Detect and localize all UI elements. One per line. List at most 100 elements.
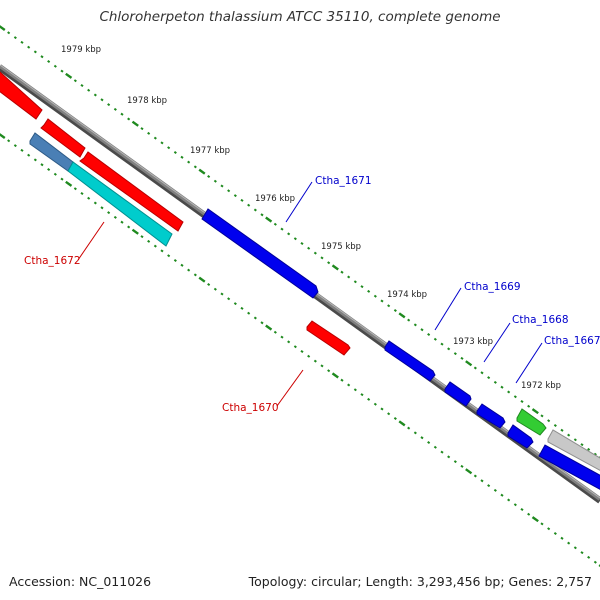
- ruler-tick: [47, 167, 51, 172]
- ruler-tick: [367, 289, 371, 293]
- gene-feature[interactable]: [444, 381, 472, 407]
- ruler-label: 1974 kbp: [387, 290, 427, 300]
- ruler-tick: [198, 276, 206, 283]
- ruler-tick: [93, 201, 97, 205]
- ruler-tick: [560, 428, 564, 432]
- ruler-tick: [20, 148, 24, 152]
- ruler-tick: [353, 280, 357, 284]
- ruler-tick: [380, 299, 384, 303]
- ruler-tick: [87, 88, 91, 92]
- gene-feature[interactable]: [516, 408, 547, 436]
- ruler-tick: [33, 158, 37, 162]
- ruler-tick: [580, 551, 584, 555]
- ruler-tick: [120, 112, 124, 116]
- ruler-tick: [280, 335, 284, 339]
- ruler-tick: [567, 541, 571, 545]
- ruler-label: 1972 kbp: [521, 381, 561, 391]
- ruler-tick: [227, 297, 231, 301]
- ruler-tick: [507, 390, 511, 394]
- ruler-tick: [380, 407, 384, 411]
- callout-line: [434, 287, 462, 331]
- ruler-tick: [93, 93, 97, 97]
- ruler-tick: [360, 393, 364, 397]
- gene-features: [0, 71, 600, 492]
- ruler-label: 1977 kbp: [190, 146, 230, 156]
- gene-label-ctha-1668[interactable]: Ctha_1668: [512, 314, 569, 326]
- ruler-label: 1973 kbp: [453, 337, 493, 347]
- ruler-tick: [440, 342, 444, 346]
- ruler-tick: [180, 263, 184, 267]
- ruler-tick: [427, 440, 431, 445]
- ruler-tick: [213, 179, 217, 183]
- gene-feature[interactable]: [306, 320, 351, 356]
- ruler-tick: [293, 345, 297, 349]
- ruler-tick: [140, 127, 144, 131]
- ruler-tick: [100, 98, 104, 102]
- gene-label-ctha-1671[interactable]: Ctha_1671: [315, 175, 372, 187]
- ruler-tick: [313, 359, 317, 363]
- ruler-tick: [193, 273, 197, 277]
- ruler-tick: [553, 531, 557, 536]
- gene-label-ctha-1670[interactable]: Ctha_1670: [222, 402, 279, 414]
- ruler-tick: [247, 203, 251, 207]
- ruler-tick: [360, 285, 364, 289]
- ruler-tick: [453, 460, 457, 464]
- ruler-tick: [153, 244, 157, 248]
- ruler-tick: [433, 445, 437, 449]
- ruler-tick: [220, 184, 224, 188]
- ruler-tick: [153, 136, 157, 140]
- ruler-tick: [253, 208, 257, 212]
- gene-feature[interactable]: [507, 424, 534, 449]
- ruler-tick: [500, 493, 504, 497]
- gene-feature[interactable]: [40, 118, 86, 158]
- gene-feature[interactable]: [67, 161, 173, 247]
- ruler-tick: [587, 447, 591, 451]
- ruler-tick: [280, 227, 284, 231]
- callout-line: [483, 322, 511, 363]
- gene-feature[interactable]: [0, 71, 43, 120]
- ruler-tick: [473, 474, 477, 478]
- ruler-tick: [260, 213, 264, 217]
- gene-label-ctha-1672[interactable]: Ctha_1672: [24, 255, 81, 267]
- gene-feature[interactable]: [384, 340, 436, 382]
- ruler-tick: [73, 187, 77, 191]
- ruler-tick: [287, 232, 291, 236]
- gene-feature[interactable]: [538, 444, 600, 492]
- gene-label-ctha-1667[interactable]: Ctha_1667: [544, 335, 600, 347]
- ruler-tick: [131, 228, 139, 235]
- ruler-tick: [307, 246, 311, 250]
- ruler-tick: [393, 416, 397, 421]
- ruler-tick: [367, 397, 371, 401]
- ruler-tick: [327, 261, 331, 265]
- ruler-tick: [87, 196, 91, 200]
- ruler-tick: [300, 349, 304, 354]
- ruler-tick: [207, 282, 211, 287]
- ruler-tick: [573, 546, 577, 550]
- gene-feature[interactable]: [201, 208, 319, 299]
- ruler-tick: [320, 364, 324, 368]
- ruler-tick: [187, 268, 191, 272]
- gene-feature[interactable]: [79, 151, 184, 232]
- ruler-inner: [0, 133, 600, 568]
- ruler-tick: [587, 555, 591, 559]
- ruler-tick: [493, 488, 497, 492]
- ruler-tick: [193, 165, 197, 169]
- ruler-tick: [340, 378, 344, 382]
- ruler-tick: [13, 144, 17, 148]
- ruler-tick: [100, 206, 104, 210]
- gene-feature[interactable]: [547, 429, 600, 473]
- callout-line: [285, 181, 313, 223]
- gene-feature[interactable]: [476, 403, 506, 429]
- ruler-tick: [53, 64, 57, 68]
- ruler-tick: [27, 45, 31, 49]
- ruler-tick: [0, 25, 6, 31]
- gene-label-ctha-1669[interactable]: Ctha_1669: [464, 281, 521, 293]
- ruler-tick: [80, 191, 84, 196]
- ruler-tick: [73, 79, 77, 83]
- ruler-tick: [240, 198, 244, 202]
- ruler-tick: [40, 55, 44, 59]
- ruler-tick: [247, 311, 251, 315]
- ruler-tick: [387, 412, 391, 416]
